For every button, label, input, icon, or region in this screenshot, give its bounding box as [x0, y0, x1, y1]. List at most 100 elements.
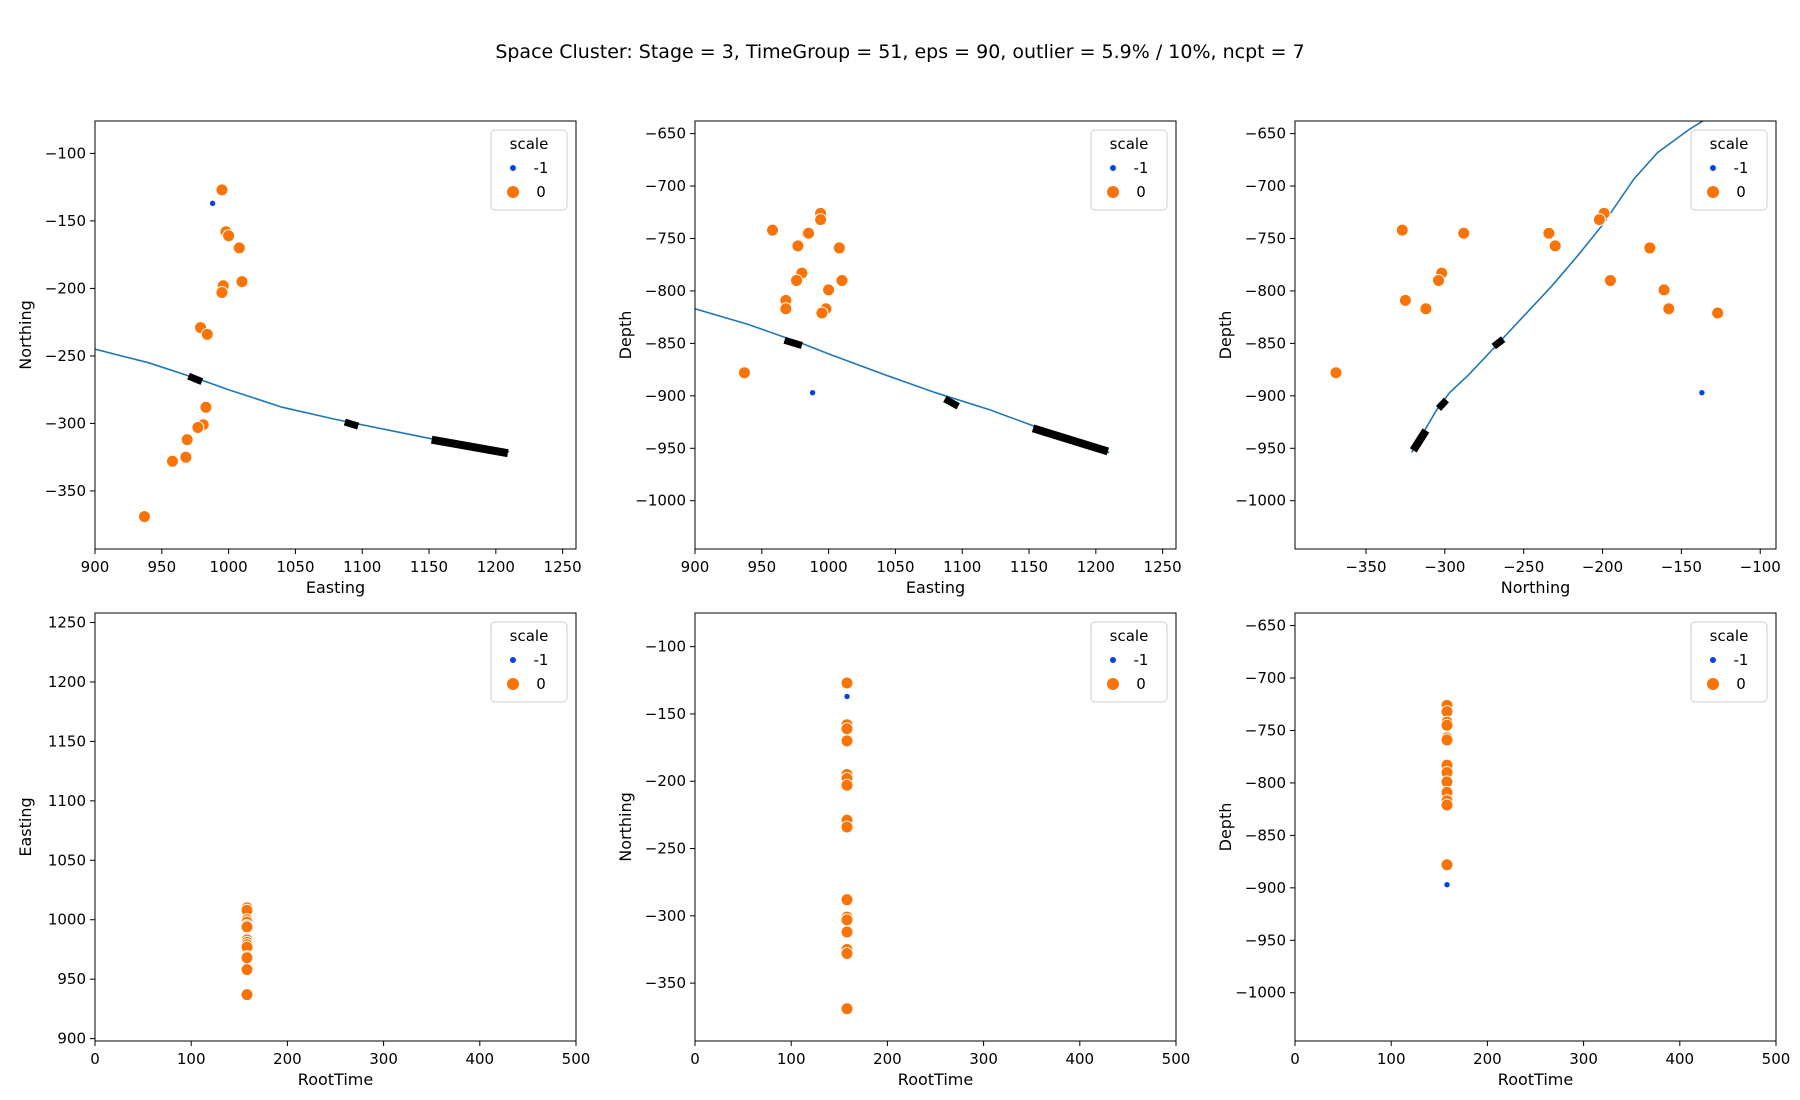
cluster-point [840, 913, 854, 927]
y-tick-label: −650 [1245, 617, 1286, 635]
outlier-point [1698, 389, 1706, 396]
cluster-point [822, 283, 836, 297]
y-tick-label: 1200 [48, 673, 86, 691]
plot-area [240, 901, 254, 1002]
y-tick-label: −950 [645, 439, 686, 457]
subplot-3: −350 −300 −250 −200 −150 −100 −1000 −950 −900 −85… [1216, 120, 1781, 597]
x-tick-label: 1000 [210, 558, 248, 576]
legend-entry-label: 0 [536, 183, 546, 201]
legend-title: scale [510, 135, 549, 153]
x-tick-label: 1050 [876, 558, 914, 576]
plot-area [1440, 698, 1454, 888]
legend-marker-outlier [509, 164, 517, 172]
x-axis-label: RootTime [1498, 1070, 1573, 1089]
legend-entry-label: -1 [1734, 159, 1749, 177]
plot-area [695, 206, 1110, 456]
y-tick-label: −100 [645, 638, 686, 656]
y-tick-label: −700 [645, 177, 686, 195]
x-tick-label: 300 [369, 1050, 398, 1068]
y-tick-label: −1000 [1235, 492, 1286, 510]
y-tick-label: −850 [1245, 334, 1286, 352]
y-tick-label: 900 [57, 1030, 86, 1048]
cluster-point [1548, 239, 1562, 253]
y-tick-label: −650 [645, 125, 686, 143]
y-axis-label: Easting [16, 797, 35, 856]
legend-title: scale [1710, 627, 1749, 645]
legend-entry-label: -1 [1134, 159, 1149, 177]
legend-marker-cluster [1106, 185, 1120, 199]
cluster-point [1662, 302, 1676, 316]
x-axis-label: RootTime [298, 1070, 373, 1089]
legend: scale -1 0 [1690, 129, 1768, 211]
x-tick-label: 200 [873, 1050, 902, 1068]
plot-area [840, 676, 854, 1016]
y-tick-label: 1050 [48, 851, 86, 869]
cluster-point [137, 510, 151, 524]
cluster-point [240, 988, 254, 1002]
stage-segment [187, 372, 204, 385]
x-tick-label: 0 [690, 1050, 700, 1068]
legend-entry-label: 0 [1136, 183, 1146, 201]
cluster-point [215, 285, 229, 299]
x-tick-label: 500 [562, 1050, 591, 1068]
outlier-point [209, 200, 216, 207]
y-tick-label: −800 [1245, 774, 1286, 792]
cluster-point [840, 676, 854, 690]
y-tick-label: −250 [45, 347, 86, 365]
y-axis-label: Northing [616, 792, 635, 862]
legend-marker-cluster [1706, 677, 1720, 691]
y-tick-label: −900 [1245, 879, 1286, 897]
cluster-point [179, 450, 193, 464]
cluster-point [1542, 226, 1556, 240]
cluster-point [1419, 302, 1433, 316]
x-tick-label: 900 [681, 558, 710, 576]
plot-area [1329, 121, 1725, 453]
y-tick-label: −950 [1245, 931, 1286, 949]
y-axis-label: Depth [616, 311, 635, 360]
y-tick-label: −900 [1245, 387, 1286, 405]
subplot-grid: 900 950 1000 1050 1100 1150 1200 1250−350−300−2… [16, 120, 1791, 1089]
y-tick-label: −1000 [1235, 984, 1286, 1002]
x-tick-label: 400 [1665, 1050, 1694, 1068]
cluster-point [1643, 241, 1657, 255]
y-tick-label: −700 [1245, 177, 1286, 195]
legend-marker-outlier [509, 656, 517, 664]
cluster-point [240, 920, 254, 934]
stage-segment [431, 435, 509, 458]
cluster-point [765, 223, 779, 237]
x-tick-label: 500 [1762, 1050, 1791, 1068]
x-tick-label: −100 [1740, 558, 1781, 576]
stage-segment [343, 418, 360, 430]
cluster-point [835, 273, 849, 287]
y-tick-label: 950 [57, 970, 86, 988]
y-tick-label: −900 [645, 387, 686, 405]
x-tick-label: 200 [273, 1050, 302, 1068]
x-tick-label: 0 [1290, 1050, 1300, 1068]
stage-segment [1491, 336, 1506, 350]
cluster-point [840, 722, 854, 736]
x-tick-label: 400 [1065, 1050, 1094, 1068]
cluster-point [791, 239, 805, 253]
legend-marker-cluster [1706, 185, 1720, 199]
y-tick-label: −350 [45, 482, 86, 500]
legend-marker-outlier [1109, 164, 1117, 172]
legend-entry-label: 0 [1736, 675, 1746, 693]
outlier-point [809, 389, 816, 396]
cluster-point [215, 183, 229, 197]
legend-title: scale [1110, 135, 1149, 153]
subplot-6: 0 100 200 300 400 500 −1000 −950 −900 −850 −800 −75… [1216, 612, 1791, 1089]
legend-entry-label: 0 [536, 675, 546, 693]
cluster-point [840, 893, 854, 907]
cluster-point [1398, 293, 1412, 307]
cluster-point [1329, 366, 1343, 380]
cluster-point [840, 925, 854, 939]
x-axis-label: Northing [1501, 578, 1571, 597]
x-tick-label: 500 [1162, 1050, 1191, 1068]
y-tick-label: −300 [45, 414, 86, 432]
plot-area [95, 183, 510, 524]
x-axis-label: Easting [906, 578, 965, 597]
cluster-point [1592, 213, 1606, 227]
y-tick-label: −850 [645, 334, 686, 352]
x-tick-label: 950 [147, 558, 176, 576]
axes-frame [694, 612, 1177, 1042]
